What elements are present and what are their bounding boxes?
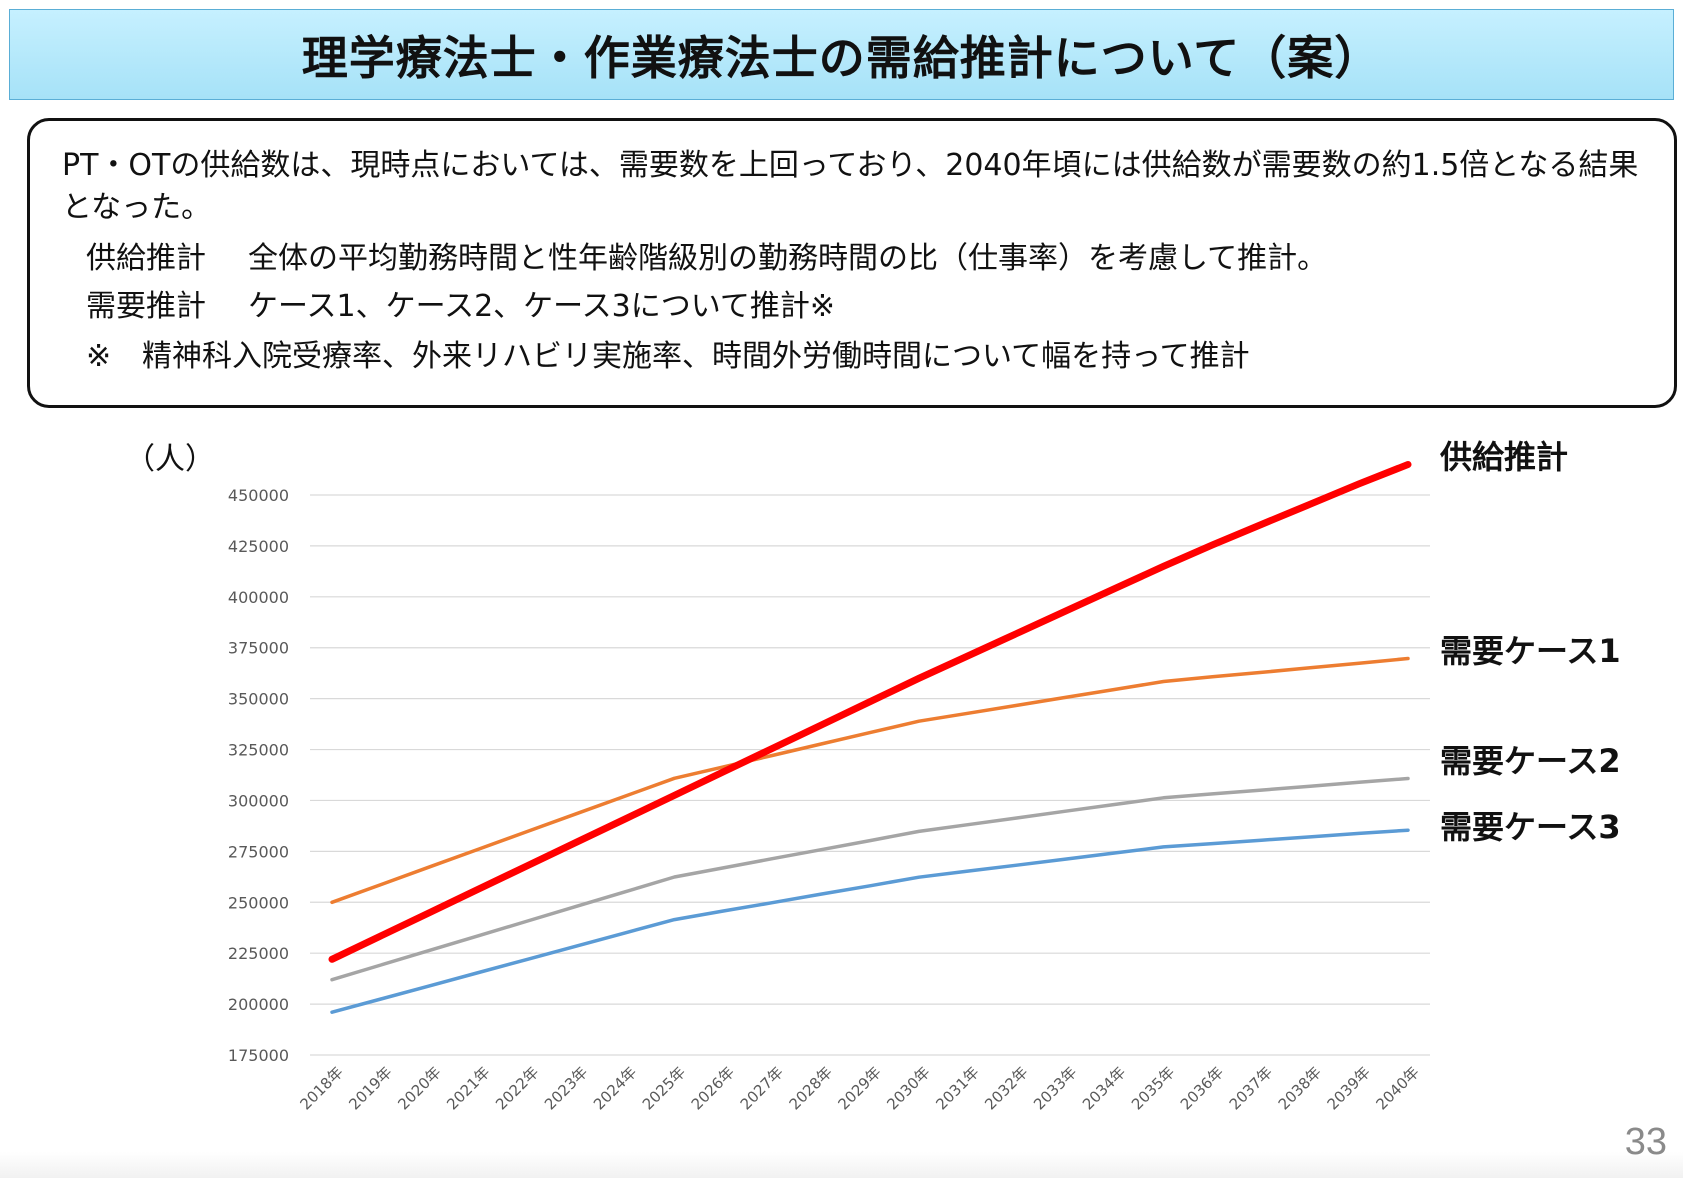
series-label-1: 供給推計 [1440, 438, 1568, 476]
bottom-fade [0, 1152, 1683, 1178]
note-mark: ※ [86, 339, 112, 374]
chart-area: （人） 175000 200000 225000 250000 275000 300000… [0, 430, 1683, 1150]
series-label-3: 需要ケース2 [1440, 742, 1621, 780]
x-tick-label: 2037年 [1226, 1063, 1276, 1113]
x-tick-label: 2035年 [1128, 1063, 1178, 1113]
y-tick-label: 300000 [228, 791, 289, 810]
x-tick-label: 2033年 [1030, 1063, 1080, 1113]
y-tick-label: 175000 [228, 1046, 289, 1065]
slide-title: 理学療法士・作業療法士の需給推計について（案） [301, 30, 1382, 85]
y-tick-label: 225000 [228, 944, 289, 963]
y-tick-label: 250000 [228, 893, 289, 912]
y-tick-labels: 175000 200000 225000 250000 275000 300000 3250… [228, 486, 289, 1065]
x-tick-label: 2018年 [296, 1063, 346, 1113]
summary-row-term: 需要推計 [86, 289, 206, 324]
y-tick-label: 425000 [228, 537, 289, 556]
y-tick-label: 275000 [228, 842, 289, 861]
title-banner: 理学療法士・作業療法士の需給推計について（案） [9, 9, 1674, 100]
summary-box: PT・OTの供給数は、現時点においては、需要数を上回っており、2040年頃には供… [27, 118, 1677, 408]
x-tick-label: 2029年 [834, 1063, 884, 1113]
x-tick-label: 2024年 [590, 1063, 640, 1113]
y-tick-label: 200000 [228, 995, 289, 1014]
x-tick-label: 2031年 [932, 1063, 982, 1113]
series-line-4 [330, 828, 1410, 1014]
series-line-2 [330, 656, 1410, 905]
x-tick-label: 2040年 [1372, 1063, 1422, 1113]
x-tick-label: 2039年 [1324, 1063, 1374, 1113]
x-tick-label: 2036年 [1177, 1063, 1227, 1113]
x-tick-label: 2020年 [394, 1063, 444, 1113]
summary-row-term: 供給推計 [86, 241, 206, 276]
x-tick-label: 2025年 [639, 1063, 689, 1113]
x-tick-label: 2026年 [688, 1063, 738, 1113]
y-tick-label: 450000 [228, 486, 289, 505]
series-label-4: 需要ケース3 [1440, 808, 1621, 846]
series-line-3 [330, 776, 1410, 982]
x-tick-label: 2019年 [345, 1063, 395, 1113]
summary-row-text: ケース1、ケース2、ケース3について推計※ [248, 289, 835, 324]
summary-row-supply: 供給推計 全体の平均勤務時間と性年齢階級別の勤務時間の比（仕事率）を考慮して推計。 [86, 233, 1327, 277]
series-line-1 [328, 461, 1412, 963]
x-tick-labels: 2018年2019年2020年2021年2022年2023年2024年2025年… [296, 1063, 1422, 1113]
summary-note: ※ 精神科入院受療率、外来リハビリ実施率、時間外労働時間について幅を持って推計 [86, 331, 1250, 375]
y-tick-label: 350000 [228, 690, 289, 709]
x-tick-label: 2028年 [786, 1063, 836, 1113]
x-tick-label: 2032年 [981, 1063, 1031, 1113]
y-axis-unit-label: （人） [125, 442, 215, 477]
page-number: 33 [1624, 1121, 1667, 1163]
summary-row-text: 全体の平均勤務時間と性年齢階級別の勤務時間の比（仕事率）を考慮して推計。 [248, 241, 1328, 276]
x-tick-label: 2034年 [1079, 1063, 1129, 1113]
summary-lead: PT・OTの供給数は、現時点においては、需要数を上回っており、2040年頃には供… [62, 148, 1639, 225]
y-tick-label: 375000 [228, 639, 289, 658]
note-text: 精神科入院受療率、外来リハビリ実施率、時間外労働時間について幅を持って推計 [142, 339, 1250, 374]
series-label-2: 需要ケース1 [1440, 632, 1621, 670]
x-tick-label: 2038年 [1275, 1063, 1325, 1113]
x-tick-label: 2027年 [737, 1063, 787, 1113]
summary-row-demand: 需要推計 ケース1、ケース2、ケース3について推計※ [86, 281, 835, 325]
series-lines [328, 461, 1412, 1014]
gridlines [310, 494, 1430, 1056]
x-tick-label: 2030年 [883, 1063, 933, 1113]
x-tick-label: 2023年 [541, 1063, 591, 1113]
x-tick-label: 2021年 [443, 1063, 493, 1113]
y-tick-label: 325000 [228, 741, 289, 760]
line-chart: （人） 175000 200000 225000 250000 275000 300000… [125, 438, 1621, 1113]
y-tick-label: 400000 [228, 588, 289, 607]
x-tick-label: 2022年 [492, 1063, 542, 1113]
